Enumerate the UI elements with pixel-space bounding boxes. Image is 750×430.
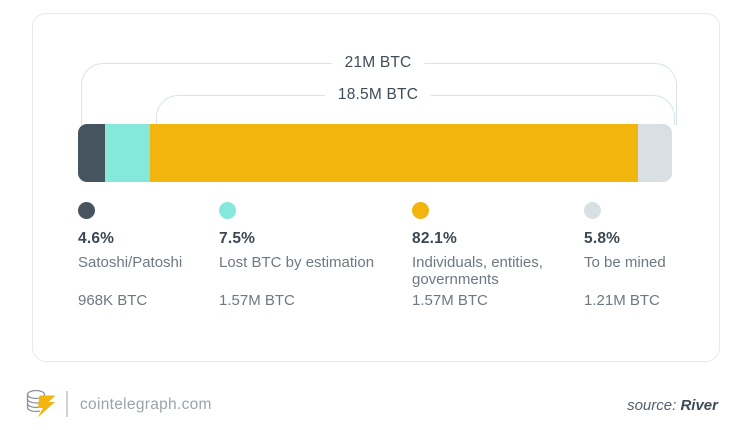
- bracket-21m-label: 21M BTC: [331, 52, 425, 74]
- source-prefix: source:: [627, 397, 677, 414]
- bar-segment-3: [637, 124, 672, 182]
- bracket-18-5m-label: 18.5M BTC: [324, 84, 432, 106]
- legend-value-satoshi: 968K BTC: [78, 292, 148, 309]
- distribution-bar: [78, 124, 672, 182]
- footer-brand-text: cointelegraph.com: [80, 396, 212, 413]
- source-attribution: source: River: [627, 397, 718, 414]
- legend-value-lost-btc: 1.57M BTC: [219, 292, 295, 309]
- footer-divider: [66, 391, 68, 417]
- source-name: River: [680, 397, 718, 414]
- legend-percent-satoshi: 4.6%: [78, 230, 115, 247]
- legend-item-lost-btc: 7.5% Lost BTC by estimation 1.57M BTC: [219, 202, 399, 312]
- legend-label-satoshi: Satoshi/Patoshi: [78, 254, 183, 271]
- legend-label-lost-btc: Lost BTC by estimation: [219, 254, 375, 271]
- legend-percent-to-be-mined: 5.8%: [584, 230, 621, 247]
- bar-segment-2: [149, 124, 638, 182]
- cointelegraph-logo: [25, 388, 59, 423]
- legend-dot-to-be-mined: [584, 202, 601, 219]
- legend-value-to-be-mined: 1.21M BTC: [584, 292, 660, 309]
- bar-segment-0: [78, 124, 106, 182]
- legend-item-to-be-mined: 5.8% To be mined 1.21M BTC: [584, 202, 750, 312]
- coin-stack-lightning-icon: [26, 389, 56, 418]
- legend-percent-individuals: 82.1%: [412, 230, 457, 247]
- legend-dot-lost-btc: [219, 202, 236, 219]
- legend-label-to-be-mined: To be mined: [584, 254, 666, 271]
- legend-item-satoshi: 4.6% Satoshi/Patoshi 968K BTC: [78, 202, 258, 312]
- legend-value-individuals: 1.57M BTC: [412, 292, 488, 309]
- legend-percent-lost-btc: 7.5%: [219, 230, 256, 247]
- legend-item-individuals: 82.1% Individuals, entities, governments…: [412, 202, 592, 312]
- legend-dot-individuals: [412, 202, 429, 219]
- legend-dot-satoshi: [78, 202, 95, 219]
- legend-label-individuals: Individuals, entities, governments: [412, 254, 543, 288]
- bar-segment-1: [105, 124, 150, 182]
